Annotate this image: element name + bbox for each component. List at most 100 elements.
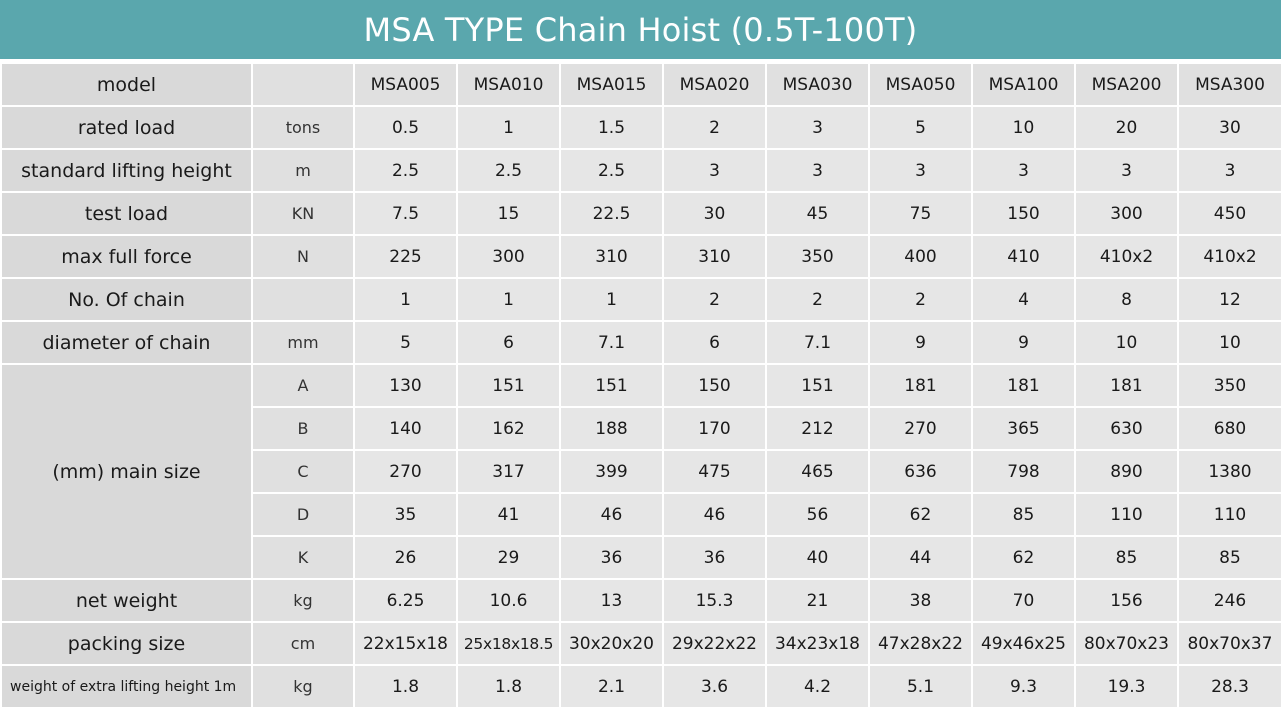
value-cell: 12: [1177, 277, 1281, 322]
model-header-cell: MSA200: [1074, 62, 1179, 107]
value-cell: 10.6: [456, 578, 561, 623]
value-cell: 19.3: [1074, 664, 1179, 709]
table-row: B 140 162 188 170 212 270 365 630 680: [1, 406, 1281, 451]
value-cell: 9: [971, 320, 1076, 365]
value-cell: 30: [1177, 105, 1281, 150]
value-cell: 151: [456, 363, 561, 408]
value-cell: 13: [559, 578, 664, 623]
value-cell: 4: [971, 277, 1076, 322]
dimension-unit-cell: B: [251, 406, 355, 451]
model-header-cell: MSA005: [353, 62, 458, 107]
value-cell: 22.5: [559, 191, 664, 236]
table-row: diameter of chain mm 5 6 7.1 6 7.1 9 9 10 10: [0, 320, 1281, 365]
value-cell: 7.5: [353, 191, 458, 236]
value-cell: 30x20x20: [559, 621, 664, 666]
unit-cell: [251, 62, 355, 107]
value-cell: 46: [559, 492, 664, 537]
value-cell: 130: [353, 363, 458, 408]
table-row: rated load tons 0.5 1 1.5 2 3 5 10 20 30: [0, 105, 1281, 150]
model-header-cell: MSA020: [662, 62, 767, 107]
value-cell: 46: [662, 492, 767, 537]
value-cell: 3: [971, 148, 1076, 193]
value-cell: 300: [1074, 191, 1179, 236]
value-cell: 270: [868, 406, 973, 451]
value-cell: 20: [1074, 105, 1179, 150]
value-cell: 26: [353, 535, 458, 580]
value-cell: 7.1: [559, 320, 664, 365]
value-cell: 1: [456, 277, 561, 322]
value-cell: 4.2: [765, 664, 870, 709]
value-cell: 2.5: [456, 148, 561, 193]
table-row: net weight kg 6.25 10.6 13 15.3 21 38 70 156 246: [0, 578, 1281, 623]
value-cell: 5: [868, 105, 973, 150]
value-cell: 181: [971, 363, 1076, 408]
dimension-unit-cell: K: [251, 535, 355, 580]
value-cell: 400: [868, 234, 973, 279]
value-cell: 0.5: [353, 105, 458, 150]
value-cell: 5.1: [868, 664, 973, 709]
value-cell: 8: [1074, 277, 1179, 322]
model-header-cell: MSA030: [765, 62, 870, 107]
unit-cell: cm: [251, 621, 355, 666]
value-cell: 29: [456, 535, 561, 580]
value-cell: 3: [765, 105, 870, 150]
unit-cell: tons: [251, 105, 355, 150]
row-label: packing size: [0, 621, 253, 666]
value-cell: 212: [765, 406, 870, 451]
value-cell: 3.6: [662, 664, 767, 709]
value-cell: 110: [1177, 492, 1281, 537]
value-cell: 1380: [1177, 449, 1281, 494]
value-cell: 1.8: [456, 664, 561, 709]
value-cell: 890: [1074, 449, 1179, 494]
value-cell: 41: [456, 492, 561, 537]
value-cell: 2.5: [353, 148, 458, 193]
value-cell: 110: [1074, 492, 1179, 537]
unit-cell: N: [251, 234, 355, 279]
value-cell: 3: [662, 148, 767, 193]
value-cell: 410x2: [1177, 234, 1281, 279]
value-cell: 36: [662, 535, 767, 580]
value-cell: 300: [456, 234, 561, 279]
spec-table-body: model MSA005 MSA010 MSA015 MSA020 MSA030 MSA05…: [0, 62, 1281, 709]
value-cell: 10: [971, 105, 1076, 150]
value-cell: 150: [971, 191, 1076, 236]
table-row: weight of extra lifting height 1m kg 1.8 1.…: [0, 664, 1281, 709]
row-label: net weight: [0, 578, 253, 623]
row-label: max full force: [0, 234, 253, 279]
value-cell: 10: [1177, 320, 1281, 365]
value-cell: 310: [559, 234, 664, 279]
model-header-cell: MSA300: [1177, 62, 1281, 107]
value-cell: 28.3: [1177, 664, 1281, 709]
table-title: MSA TYPE Chain Hoist (0.5T-100T): [0, 0, 1281, 62]
value-cell: 317: [456, 449, 561, 494]
value-cell: 6: [662, 320, 767, 365]
unit-cell: kg: [251, 578, 355, 623]
value-cell: 49x46x25: [971, 621, 1076, 666]
value-cell: 25x18x18.5: [456, 621, 561, 666]
value-cell: 36: [559, 535, 664, 580]
value-cell: 162: [456, 406, 561, 451]
value-cell: 410: [971, 234, 1076, 279]
row-label: No. Of chain: [0, 277, 253, 322]
value-cell: 1: [559, 277, 664, 322]
table-row: D 35 41 46 46 56 62 85 110 110: [1, 492, 1281, 537]
dimension-unit-cell: C: [251, 449, 355, 494]
value-cell: 6: [456, 320, 561, 365]
value-cell: 1.5: [559, 105, 664, 150]
table-header-row: model MSA005 MSA010 MSA015 MSA020 MSA030 MSA05…: [0, 62, 1281, 107]
value-cell: 475: [662, 449, 767, 494]
table-row: standard lifting height m 2.5 2.5 2.5 3 3 3 3 3 3: [0, 148, 1281, 193]
value-cell: 10: [1074, 320, 1179, 365]
row-label: weight of extra lifting height 1m: [0, 664, 253, 709]
value-cell: 30: [662, 191, 767, 236]
row-label: test load: [0, 191, 253, 236]
row-label: standard lifting height: [0, 148, 253, 193]
value-cell: 151: [765, 363, 870, 408]
unit-cell: KN: [251, 191, 355, 236]
value-cell: 80x70x23: [1074, 621, 1179, 666]
value-cell: 465: [765, 449, 870, 494]
value-cell: 170: [662, 406, 767, 451]
value-cell: 680: [1177, 406, 1281, 451]
value-cell: 630: [1074, 406, 1179, 451]
value-cell: 140: [353, 406, 458, 451]
